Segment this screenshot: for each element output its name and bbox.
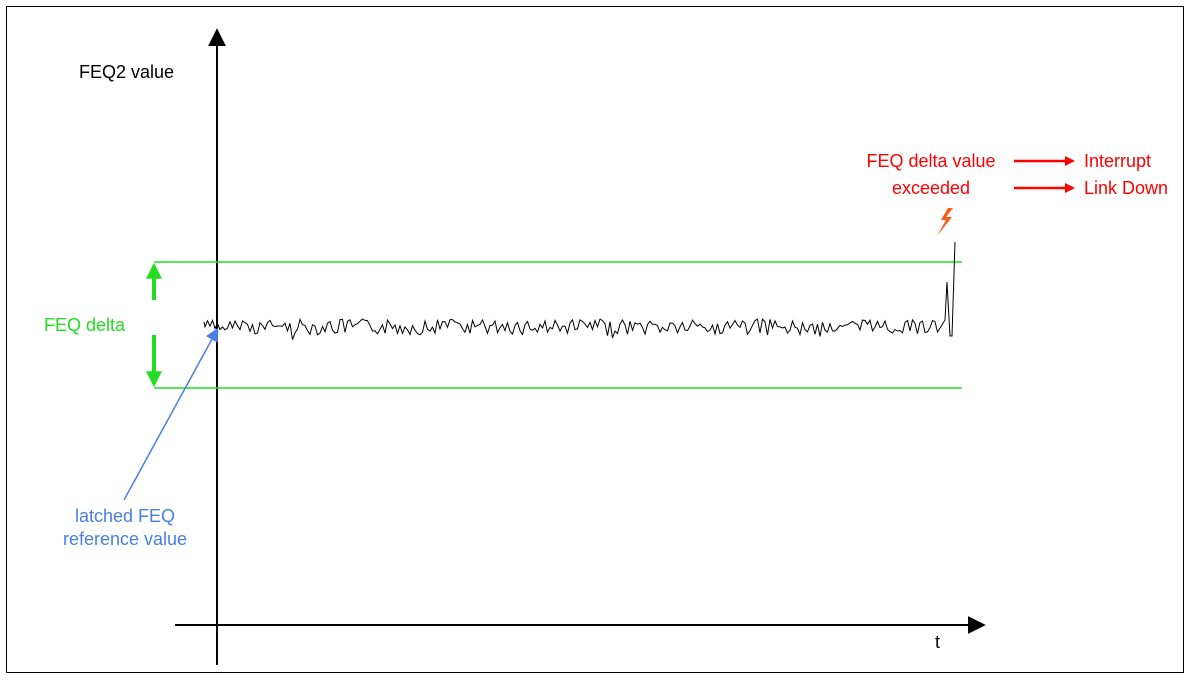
reference-label-line-2: reference value [62,529,188,549]
lightning-bolt-icon [937,208,953,236]
y-axis-label: FEQ2 value [79,62,175,82]
diagram-frame [6,6,1184,673]
exceeded-label-line-2: exceeded [891,178,971,198]
reference-label-line-1: latched FEQ [74,506,176,526]
interrupt-label: Interrupt [1084,151,1152,171]
link-down-label: Link Down [1084,178,1169,198]
feq-delta-label: FEQ delta [44,315,126,335]
feq2-signal-trace [203,241,956,340]
reference-pointer-arrow [123,327,219,501]
exceeded-label-line-1: FEQ delta value [866,151,996,171]
x-axis-label: t [935,632,941,652]
